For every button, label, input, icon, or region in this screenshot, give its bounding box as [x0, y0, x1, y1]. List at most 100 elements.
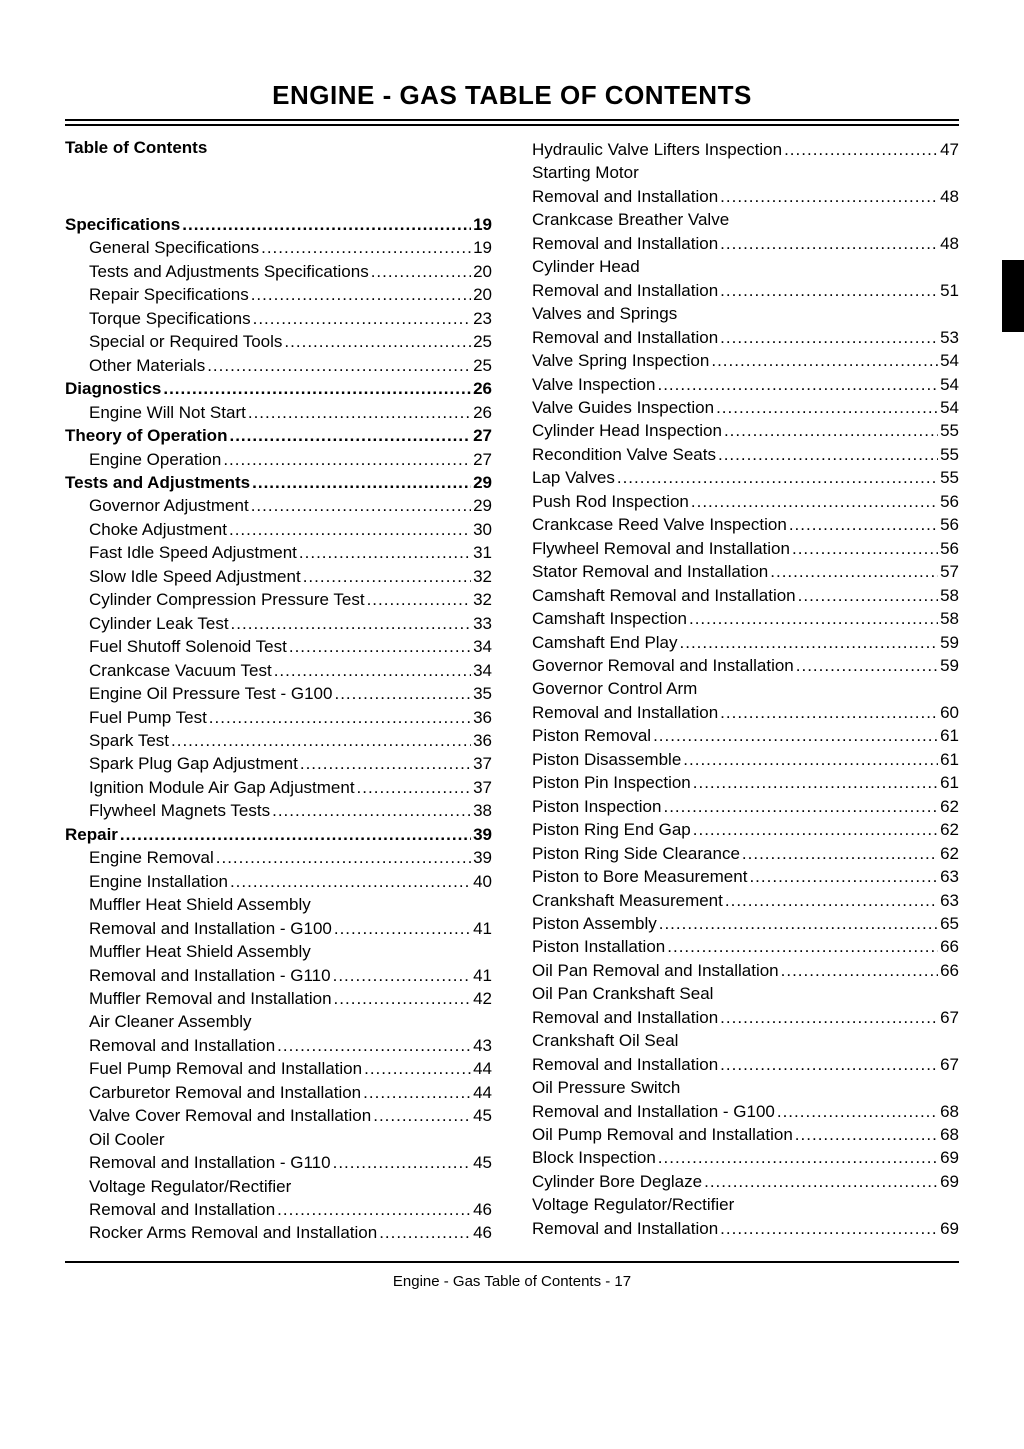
- toc-label: Governor Control Arm: [532, 677, 697, 700]
- leader-dots: [663, 795, 938, 812]
- toc-label: Camshaft End Play: [532, 631, 678, 654]
- toc-entry: Repair Specifications20: [65, 283, 492, 306]
- leader-dots: [251, 283, 471, 300]
- leader-dots: [223, 448, 471, 465]
- toc-label: Fuel Pump Test: [65, 706, 207, 729]
- toc-label: Muffler Removal and Installation: [65, 987, 332, 1010]
- toc-label: Torque Specifications: [65, 307, 251, 330]
- toc-label: Governor Adjustment: [65, 494, 249, 517]
- toc-label: Voltage Regulator/Rectifier: [532, 1193, 734, 1216]
- toc-label: General Specifications: [65, 236, 259, 259]
- toc-page: 62: [940, 842, 959, 865]
- toc-label: Fuel Pump Removal and Installation: [65, 1057, 362, 1080]
- toc-page: 66: [940, 935, 959, 958]
- leader-dots: [248, 401, 471, 418]
- toc-entry: Lap Valves55: [532, 466, 959, 489]
- toc-entry: Removal and Installation46: [65, 1198, 492, 1221]
- toc-label: Governor Removal and Installation: [532, 654, 794, 677]
- toc-page: 32: [473, 565, 492, 588]
- leader-dots: [272, 799, 471, 816]
- toc-label: Crankcase Reed Valve Inspection: [532, 513, 787, 536]
- toc-entry: Cylinder Head: [532, 255, 959, 278]
- toc-page: 35: [473, 682, 492, 705]
- toc-entry: Repair39: [65, 823, 492, 846]
- toc-label: Engine Installation: [65, 870, 228, 893]
- toc-label: Voltage Regulator/Rectifier: [65, 1175, 291, 1198]
- toc-entry: Starting Motor: [532, 161, 959, 184]
- toc-entry: Stator Removal and Installation57: [532, 560, 959, 583]
- toc-entry: Fuel Pump Test 36: [65, 706, 492, 729]
- leader-dots: [704, 1170, 938, 1187]
- toc-entry: Camshaft End Play59: [532, 631, 959, 654]
- toc-page: 54: [940, 349, 959, 372]
- toc-entry: Rocker Arms Removal and Installation46: [65, 1221, 492, 1244]
- toc-label: Piston to Bore Measurement: [532, 865, 747, 888]
- page-title: ENGINE - GAS TABLE OF CONTENTS: [65, 80, 959, 119]
- leader-dots: [303, 565, 471, 582]
- toc-entry: Diagnostics26: [65, 377, 492, 400]
- leader-dots: [770, 560, 938, 577]
- toc-page: 36: [473, 706, 492, 729]
- leader-dots: [277, 1034, 471, 1051]
- toc-label: Lap Valves: [532, 466, 615, 489]
- toc-label: Oil Cooler: [65, 1128, 165, 1151]
- toc-label: Removal and Installation: [532, 1006, 718, 1029]
- toc-label: Specifications: [65, 213, 180, 236]
- toc-page: 45: [473, 1151, 492, 1174]
- toc-label: Oil Pump Removal and Installation: [532, 1123, 793, 1146]
- toc-columns: Table of Contents Specifications19Genera…: [65, 138, 959, 1245]
- toc-page: 27: [473, 424, 492, 447]
- toc-page: 37: [473, 776, 492, 799]
- toc-page: 69: [940, 1146, 959, 1169]
- toc-entry: Crankshaft Measurement63: [532, 889, 959, 912]
- toc-label: Spark Plug Gap Adjustment: [65, 752, 298, 775]
- toc-entry: Cylinder Head Inspection55: [532, 419, 959, 442]
- toc-label: Valve Guides Inspection: [532, 396, 714, 419]
- toc-page: 63: [940, 865, 959, 888]
- toc-label: Crankcase Breather Valve: [532, 208, 729, 231]
- toc-label: Oil Pan Crankshaft Seal: [532, 982, 713, 1005]
- leader-dots: [659, 912, 938, 929]
- leader-dots: [371, 260, 471, 277]
- toc-entry: Tests and Adjustments29: [65, 471, 492, 494]
- toc-label: Spark Test: [65, 729, 169, 752]
- leader-dots: [299, 541, 471, 558]
- toc-entry: Oil Cooler: [65, 1128, 492, 1151]
- toc-page: 25: [473, 330, 492, 353]
- toc-label: Other Materials: [65, 354, 205, 377]
- toc-label: Removal and Installation - G110: [65, 1151, 331, 1174]
- toc-entry: Theory of Operation27: [65, 424, 492, 447]
- leader-dots: [781, 959, 938, 976]
- toc-label: Removal and Installation - G110: [65, 964, 331, 987]
- toc-page: 29: [473, 494, 492, 517]
- leader-dots: [216, 846, 471, 863]
- page: ENGINE - GAS TABLE OF CONTENTS Table of …: [0, 0, 1024, 1330]
- toc-page: 36: [473, 729, 492, 752]
- toc-label: Push Rod Inspection: [532, 490, 689, 513]
- leader-dots: [274, 659, 471, 676]
- toc-entry: Crankcase Vacuum Test34: [65, 659, 492, 682]
- leader-dots: [207, 354, 471, 371]
- leader-dots: [364, 1057, 471, 1074]
- toc-page: 58: [940, 607, 959, 630]
- toc-label: Removal and Installation - G100: [65, 917, 332, 940]
- toc-label: Crankshaft Measurement: [532, 889, 723, 912]
- toc-label: Ignition Module Air Gap Adjustment: [65, 776, 355, 799]
- toc-label: Piston Installation: [532, 935, 665, 958]
- toc-page: 38: [473, 799, 492, 822]
- toc-entry: Special or Required Tools25: [65, 330, 492, 353]
- leader-dots: [798, 584, 938, 601]
- toc-entry: Piston Pin Inspection61: [532, 771, 959, 794]
- leader-dots: [230, 870, 471, 887]
- toc-label: Valve Cover Removal and Installation: [65, 1104, 371, 1127]
- toc-page: 62: [940, 795, 959, 818]
- toc-label: Removal and Installation - G100: [532, 1100, 775, 1123]
- toc-entry: Cylinder Bore Deglaze69: [532, 1170, 959, 1193]
- toc-entry: Hydraulic Valve Lifters Inspection47: [532, 138, 959, 161]
- toc-label: Rocker Arms Removal and Installation: [65, 1221, 377, 1244]
- leader-dots: [658, 1146, 938, 1163]
- toc-label: Carburetor Removal and Installation: [65, 1081, 361, 1104]
- leader-dots: [789, 513, 938, 530]
- toc-entry: Choke Adjustment30: [65, 518, 492, 541]
- toc-entry: Governor Removal and Installation59: [532, 654, 959, 677]
